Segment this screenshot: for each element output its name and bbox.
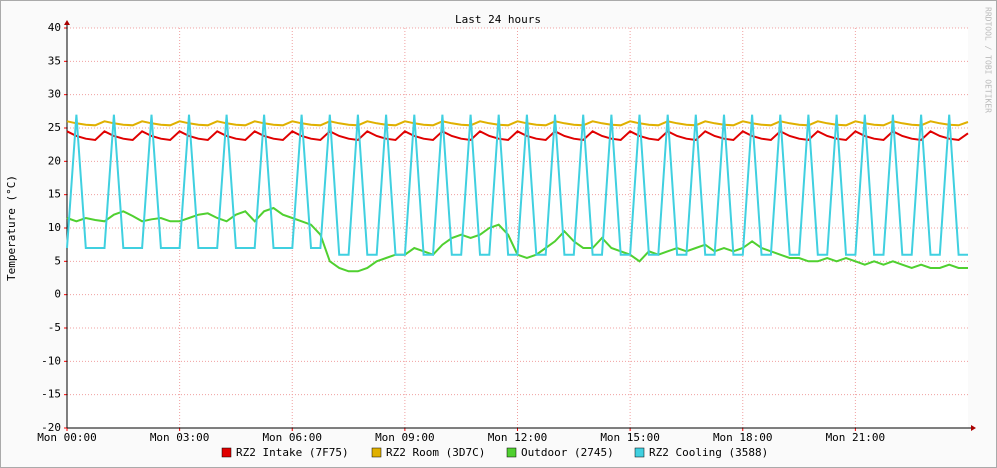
y-tick-label: 35 bbox=[48, 54, 61, 67]
legend-label: Outdoor (2745) bbox=[521, 446, 614, 459]
series-line bbox=[66, 130, 969, 142]
legend-label: RZ2 Cooling (3588) bbox=[649, 446, 768, 459]
x-tick-label: Mon 09:00 bbox=[375, 431, 435, 444]
x-tick-label: Mon 12:00 bbox=[488, 431, 548, 444]
legend-swatch bbox=[221, 447, 232, 458]
legend-swatch bbox=[371, 447, 382, 458]
y-tick-label: -5 bbox=[48, 321, 61, 334]
y-tick-label: -10 bbox=[41, 354, 61, 367]
x-tick-label: Mon 21:00 bbox=[826, 431, 886, 444]
chart-title: Last 24 hours bbox=[455, 13, 541, 26]
legend-label: RZ2 Room (3D7C) bbox=[386, 446, 485, 459]
x-tick-label: Mon 00:00 bbox=[37, 431, 97, 444]
x-tick-label: Mon 03:00 bbox=[150, 431, 210, 444]
series-line bbox=[66, 120, 969, 127]
legend-label: RZ2 Intake (7F75) bbox=[236, 446, 349, 459]
axis-arrow bbox=[64, 20, 70, 25]
legend-swatch bbox=[506, 447, 517, 458]
y-tick-label: 25 bbox=[48, 121, 61, 134]
y-tick-label: 20 bbox=[48, 154, 61, 167]
x-tick-label: Mon 06:00 bbox=[262, 431, 322, 444]
y-tick-label: 0 bbox=[54, 288, 61, 301]
x-tick-label: Mon 15:00 bbox=[600, 431, 660, 444]
series-line bbox=[66, 114, 968, 256]
y-tick-label: 30 bbox=[48, 88, 61, 101]
y-tick-label: 40 bbox=[48, 21, 61, 34]
y-tick-label: 5 bbox=[54, 254, 61, 267]
y-tick-label: 15 bbox=[48, 188, 61, 201]
y-axis-label: Temperature (°C) bbox=[5, 175, 18, 281]
y-tick-label: -15 bbox=[41, 388, 61, 401]
x-tick-label: Mon 18:00 bbox=[713, 431, 773, 444]
y-tick-label: 10 bbox=[48, 221, 61, 234]
y-tick-label: -20 bbox=[41, 421, 61, 434]
legend-swatch bbox=[634, 447, 645, 458]
axis-arrow bbox=[971, 425, 976, 431]
watermark: RRDTOOL / TOBI OETIKER bbox=[984, 7, 993, 113]
